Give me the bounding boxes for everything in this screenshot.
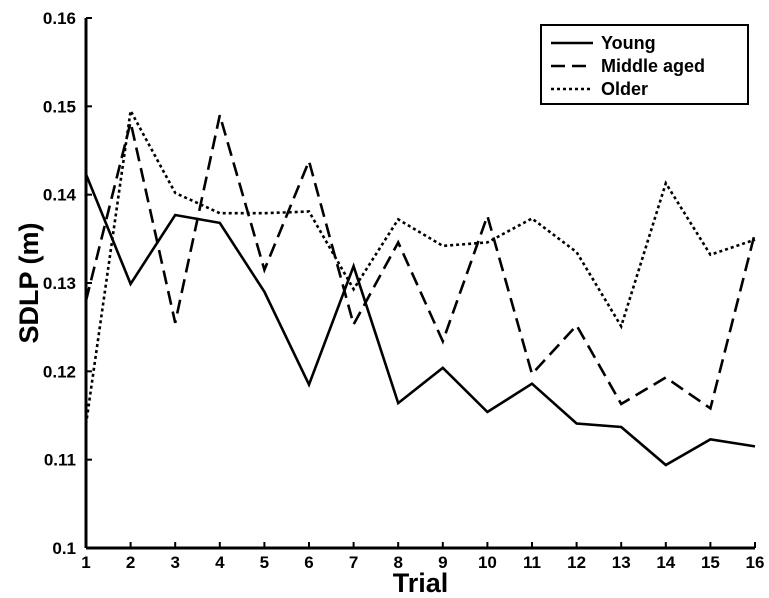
y-tick-label: 0.14 <box>43 186 77 205</box>
series-line-older <box>84 106 756 425</box>
x-axis-title: Trial <box>393 568 449 598</box>
x-tick-label: 14 <box>656 553 675 572</box>
y-tick-label: 0.11 <box>44 451 76 470</box>
y-tick-label: 0.16 <box>43 9 76 28</box>
legend-label: Middle aged <box>601 56 705 76</box>
y-axis-ticks: 0.1 0.11 0.12 0.13 0.14 0.15 0.16 <box>43 9 92 558</box>
x-tick-label: 4 <box>215 553 225 572</box>
y-tick-label: 0.1 <box>52 539 76 558</box>
x-tick-label: 8 <box>393 553 402 572</box>
x-tick-label: 2 <box>126 553 135 572</box>
x-tick-label: 11 <box>523 553 541 572</box>
x-tick-label: 6 <box>304 553 313 572</box>
legend-box <box>540 24 749 105</box>
y-tick-label: 0.15 <box>43 97 76 116</box>
series-line-middle-aged <box>84 114 757 411</box>
y-tick-label: 0.13 <box>43 274 76 293</box>
plot-area <box>84 106 757 467</box>
x-tick-label: 1 <box>81 553 90 572</box>
y-tick-label: 0.12 <box>43 362 76 381</box>
legend-label: Young <box>601 33 656 53</box>
y-axis-title: SDLP (m) <box>14 222 44 343</box>
x-tick-label: 9 <box>438 553 447 572</box>
x-tick-label: 10 <box>478 553 497 572</box>
x-tick-label: 7 <box>349 553 358 572</box>
legend-items: Young Middle aged Older <box>551 33 705 99</box>
x-tick-label: 5 <box>260 553 269 572</box>
legend: Young Middle aged Older <box>540 24 749 105</box>
x-tick-label: 12 <box>567 553 586 572</box>
legend-label: Older <box>601 79 648 99</box>
x-tick-label: 16 <box>746 553 765 572</box>
x-tick-label: 13 <box>612 553 631 572</box>
x-tick-label: 15 <box>701 553 720 572</box>
x-axis-ticks: 1 2 3 4 5 6 7 8 9 10 11 12 13 14 15 16 <box>81 542 764 572</box>
x-tick-label: 3 <box>170 553 179 572</box>
